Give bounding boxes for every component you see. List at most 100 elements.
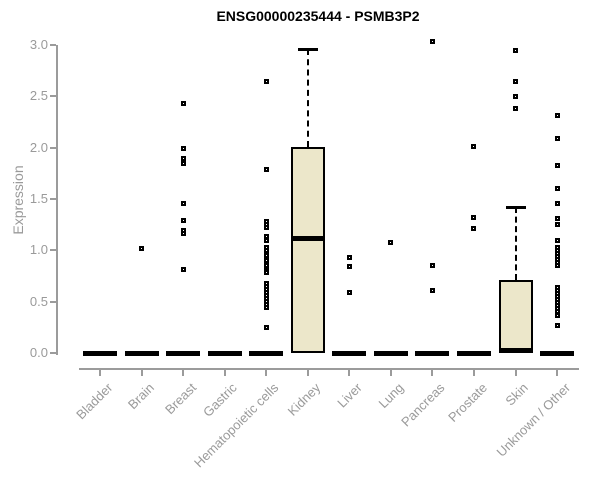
data-point (513, 47, 518, 53)
x-axis-tick (306, 368, 309, 376)
zero-median-bar (124, 350, 159, 356)
box (290, 146, 325, 353)
zero-median-bar (456, 350, 491, 356)
x-axis-tick (389, 368, 392, 376)
zero-median-bar (83, 350, 117, 356)
x-tick-label: Unknown / Other (493, 380, 573, 460)
whisker-cap (297, 48, 318, 52)
y-tick-label: 0.5 (29, 293, 48, 309)
y-axis-tick (50, 44, 56, 46)
x-axis-tick (99, 368, 101, 376)
x-axis-tick (348, 368, 351, 376)
data-point (180, 160, 186, 166)
data-point (554, 312, 560, 318)
data-point (180, 267, 186, 273)
zero-median-bar (373, 350, 408, 356)
x-axis-tick (265, 368, 268, 376)
data-point (554, 216, 560, 221)
x-axis-tick (556, 368, 559, 376)
data-point (263, 324, 269, 330)
x-tick-label: Kidney (284, 380, 324, 419)
data-point (429, 263, 435, 269)
x-axis-tick (182, 368, 185, 376)
data-point (263, 166, 269, 172)
x-tick-label: Pancreas (398, 380, 449, 430)
zero-median-bar (166, 350, 201, 356)
x-axis-tick (223, 368, 226, 376)
x-axis-tick (431, 368, 434, 376)
y-axis-tick (50, 146, 56, 149)
zero-median-bar (332, 350, 367, 356)
zero-median-bar (540, 350, 575, 356)
y-axis-line (56, 45, 58, 355)
zero-median-bar (249, 350, 284, 356)
data-point (139, 245, 145, 251)
data-point (346, 255, 352, 261)
y-axis-tick (50, 198, 56, 200)
data-point (263, 225, 269, 231)
data-point (180, 101, 186, 107)
x-tick-label: Skin (502, 380, 532, 409)
x-tick-label: Liver (334, 380, 365, 411)
data-point (554, 237, 560, 243)
data-point (471, 226, 477, 232)
data-point (513, 106, 518, 112)
data-point (263, 270, 269, 276)
data-point (180, 146, 186, 152)
data-point (554, 322, 560, 328)
chart-title: ENSG00000235444 - PSMB3P2 (216, 8, 420, 24)
x-tick-label: Bladder (73, 380, 116, 423)
median-line (498, 348, 533, 354)
data-point (554, 135, 560, 141)
y-tick-label: 3.0 (29, 37, 48, 52)
data-point (429, 39, 435, 45)
x-axis-tick (140, 368, 143, 376)
y-tick-label: 0.0 (29, 345, 48, 360)
data-point (513, 79, 518, 85)
y-tick-label: 2.0 (29, 139, 48, 155)
y-axis-tick (50, 95, 56, 98)
data-point (346, 289, 352, 295)
data-point (180, 218, 186, 224)
zero-median-bar (415, 350, 450, 356)
y-axis-tick (50, 352, 56, 354)
data-point (554, 200, 560, 206)
data-point (554, 113, 560, 119)
data-point (471, 214, 477, 220)
x-axis-tick (472, 368, 475, 376)
data-point (263, 79, 269, 85)
x-axis-line (79, 368, 579, 370)
data-point (180, 200, 186, 206)
data-point (263, 305, 269, 311)
x-tick-label: Gastric (200, 380, 241, 420)
data-point (554, 186, 560, 192)
data-point (388, 239, 394, 245)
data-point (180, 231, 186, 237)
x-tick-label: Lung (375, 380, 407, 412)
y-axis-tick (50, 249, 56, 252)
median-line (290, 235, 325, 241)
data-point (554, 162, 560, 168)
whisker-line (306, 49, 309, 147)
x-tick-label: Brain (125, 380, 158, 413)
data-point (513, 93, 518, 99)
x-tick-label: Breast (161, 380, 199, 418)
zero-median-bar (207, 350, 242, 356)
data-point (471, 144, 477, 150)
data-point (554, 222, 560, 228)
whisker-line (514, 207, 517, 281)
data-point (180, 156, 186, 162)
y-tick-label: 1.0 (29, 242, 48, 258)
data-point (263, 237, 269, 243)
y-axis-tick (50, 300, 56, 303)
data-point (429, 287, 435, 293)
whisker-cap (505, 206, 526, 210)
box (498, 280, 533, 353)
data-point (554, 263, 560, 269)
x-axis-tick (514, 368, 517, 376)
x-tick-label: Prostate (444, 380, 490, 425)
y-tick-label: 2.5 (29, 88, 48, 104)
data-point (346, 264, 352, 270)
y-tick-label: 1.5 (29, 191, 48, 206)
